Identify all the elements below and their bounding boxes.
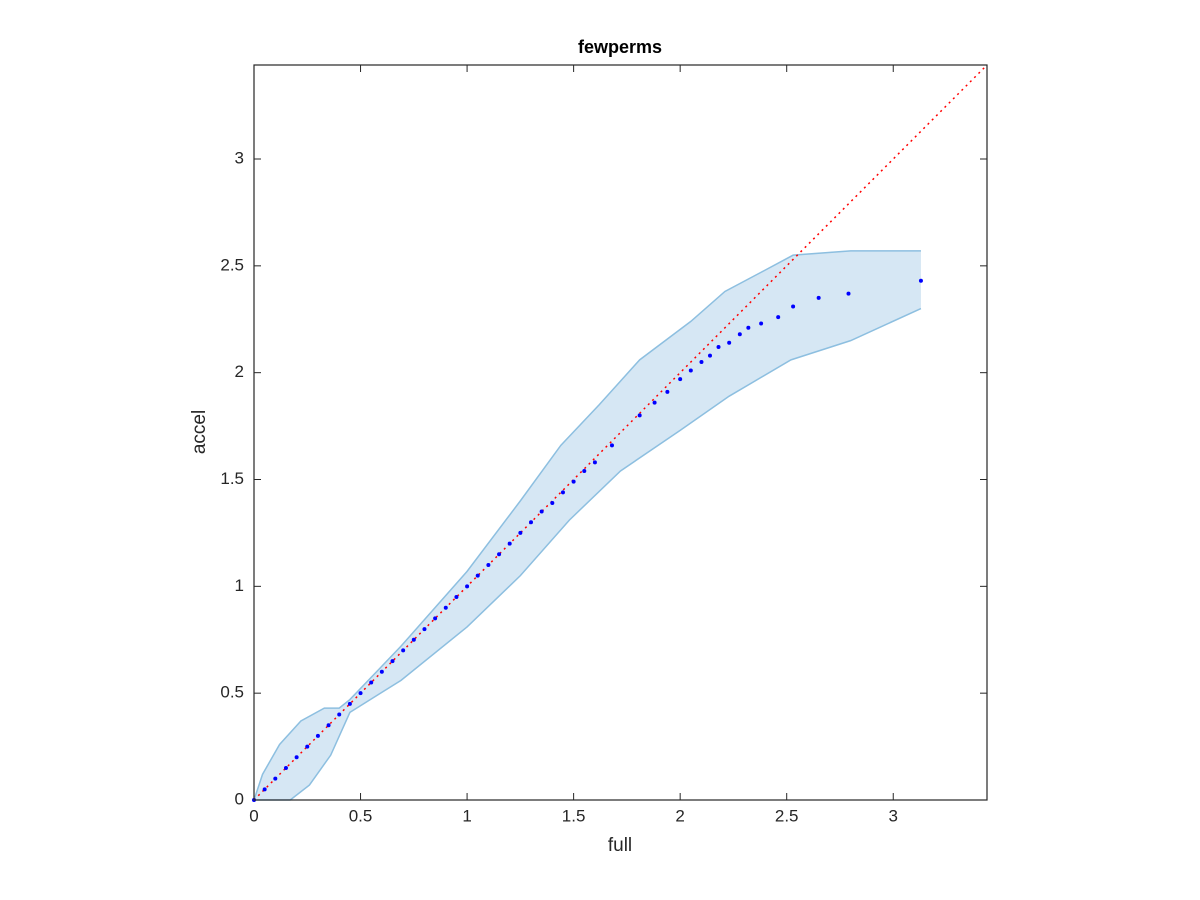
data-point [337, 712, 342, 717]
data-point [294, 755, 299, 760]
band-edge [254, 307, 922, 801]
y-tick-label: 3 [235, 148, 244, 167]
data-point [443, 605, 448, 610]
data-point [475, 573, 480, 578]
data-point [507, 541, 512, 546]
y-axis-label: accel [189, 410, 210, 454]
x-tick-label: 0 [249, 806, 258, 825]
data-point [582, 468, 587, 473]
confidence-band [254, 250, 921, 801]
data-point [592, 460, 597, 465]
data-point [486, 562, 491, 567]
data-point [571, 479, 576, 484]
data-point [688, 368, 693, 373]
data-point [358, 691, 363, 696]
x-tick-label: 1.5 [562, 806, 586, 825]
data-point [315, 733, 320, 738]
data-point [529, 520, 534, 525]
data-point [707, 353, 712, 358]
data-point [465, 584, 470, 589]
data-point [454, 595, 459, 600]
data-point [422, 627, 427, 632]
data-point [716, 345, 721, 350]
axes-box [253, 64, 988, 801]
data-point [652, 400, 657, 405]
data-point [401, 648, 406, 653]
data-point [390, 659, 395, 664]
data-point [305, 744, 310, 749]
data-point [283, 765, 288, 770]
y-tick-label: 2.5 [220, 255, 244, 274]
data-point [665, 389, 670, 394]
data-point [497, 552, 502, 557]
data-point [347, 701, 352, 706]
data-point [678, 377, 683, 382]
data-point [776, 315, 781, 320]
x-tick-label: 3 [889, 806, 898, 825]
data-point [609, 443, 614, 448]
x-axis-label: full [608, 835, 632, 856]
reference-line [253, 64, 988, 801]
data-point [550, 501, 555, 506]
data-point [518, 530, 523, 535]
data-point [539, 509, 544, 514]
data-point [727, 340, 732, 345]
data-point [326, 723, 331, 728]
x-tick-label: 2.5 [775, 806, 799, 825]
data-point [699, 359, 704, 364]
data-point [816, 295, 821, 300]
data-point [379, 669, 384, 674]
y-tick-label: 2 [235, 362, 244, 381]
data-point [273, 776, 278, 781]
y-tick-label: 0.5 [220, 683, 244, 702]
data-point [846, 291, 851, 296]
x-tick-label: 1 [462, 806, 471, 825]
data-point [918, 278, 923, 283]
x-tick-label: 0.5 [349, 806, 373, 825]
data-point [791, 304, 796, 309]
data-point [737, 332, 742, 337]
x-tick-label: 2 [675, 806, 684, 825]
chart-title: fewperms [578, 37, 662, 57]
data-point [262, 787, 267, 792]
data-point [433, 616, 438, 621]
y-tick-label: 1.5 [220, 469, 244, 488]
data-point [560, 490, 565, 495]
data-point [759, 321, 764, 326]
data-point [746, 325, 751, 330]
y-tick-label: 0 [235, 789, 244, 808]
data-point [411, 637, 416, 642]
data-point [369, 680, 374, 685]
y-tick-label: 1 [235, 576, 244, 595]
data-point [637, 413, 642, 418]
band-edge [253, 250, 921, 801]
